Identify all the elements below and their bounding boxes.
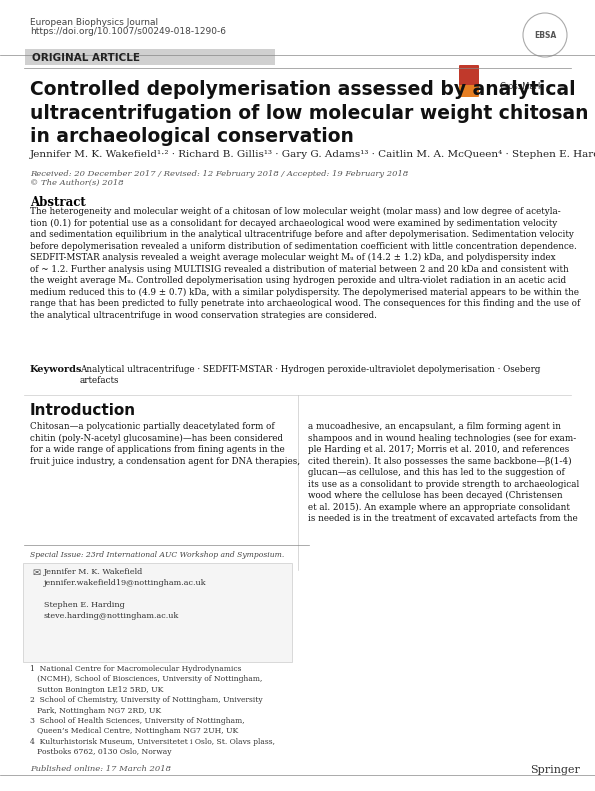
FancyBboxPatch shape	[459, 65, 479, 91]
Text: Chitosan—a polycationic partially deacetylated form of
chitin (poly-N-acetyl glu: Chitosan—a polycationic partially deacet…	[30, 422, 300, 466]
Text: Published online: 17 March 2018: Published online: 17 March 2018	[30, 765, 171, 773]
Text: The heterogeneity and molecular weight of a chitosan of low molecular weight (mo: The heterogeneity and molecular weight o…	[30, 207, 580, 320]
Text: Jennifer M. K. Wakefield
jennifer.wakefield19@nottingham.ac.uk

Stephen E. Hardi: Jennifer M. K. Wakefield jennifer.wakefi…	[44, 568, 206, 620]
Text: Keywords: Keywords	[30, 365, 83, 374]
Text: CrossMark: CrossMark	[500, 81, 544, 90]
Text: Received: 20 December 2017 / Revised: 12 February 2018 / Accepted: 19 February 2: Received: 20 December 2017 / Revised: 12…	[30, 170, 408, 178]
Text: Abstract: Abstract	[30, 196, 86, 209]
Text: ✉: ✉	[32, 568, 40, 578]
FancyBboxPatch shape	[459, 85, 479, 97]
Text: https://doi.org/10.1007/s00249-018-1290-6: https://doi.org/10.1007/s00249-018-1290-…	[30, 27, 226, 36]
Text: EBSA: EBSA	[534, 31, 556, 40]
Text: 1  National Centre for Macromolecular Hydrodynamics
   (NCMH), School of Bioscie: 1 National Centre for Macromolecular Hyd…	[30, 665, 275, 756]
Text: Introduction: Introduction	[30, 403, 136, 418]
Text: Special Issue: 23rd International AUC Workshop and Symposium.: Special Issue: 23rd International AUC Wo…	[30, 551, 284, 559]
FancyBboxPatch shape	[23, 563, 292, 662]
Text: Controlled depolymerisation assessed by analytical
ultracentrifugation of low mo: Controlled depolymerisation assessed by …	[30, 80, 595, 146]
Text: Jennifer M. K. Wakefield¹·² · Richard B. Gillis¹³ · Gary G. Adams¹³ · Caitlin M.: Jennifer M. K. Wakefield¹·² · Richard B.…	[30, 150, 595, 159]
Text: ORIGINAL ARTICLE: ORIGINAL ARTICLE	[32, 53, 140, 63]
Text: European Biophysics Journal: European Biophysics Journal	[30, 18, 158, 27]
Text: a mucoadhesive, an encapsulant, a film forming agent in
shampoos and in wound he: a mucoadhesive, an encapsulant, a film f…	[308, 422, 580, 524]
Text: Springer: Springer	[530, 765, 580, 775]
Text: Analytical ultracentrifuge · SEDFIT-MSTAR · Hydrogen peroxide-ultraviolet depoly: Analytical ultracentrifuge · SEDFIT-MSTA…	[80, 365, 540, 385]
FancyBboxPatch shape	[25, 49, 275, 65]
Text: © The Author(s) 2018: © The Author(s) 2018	[30, 179, 124, 187]
